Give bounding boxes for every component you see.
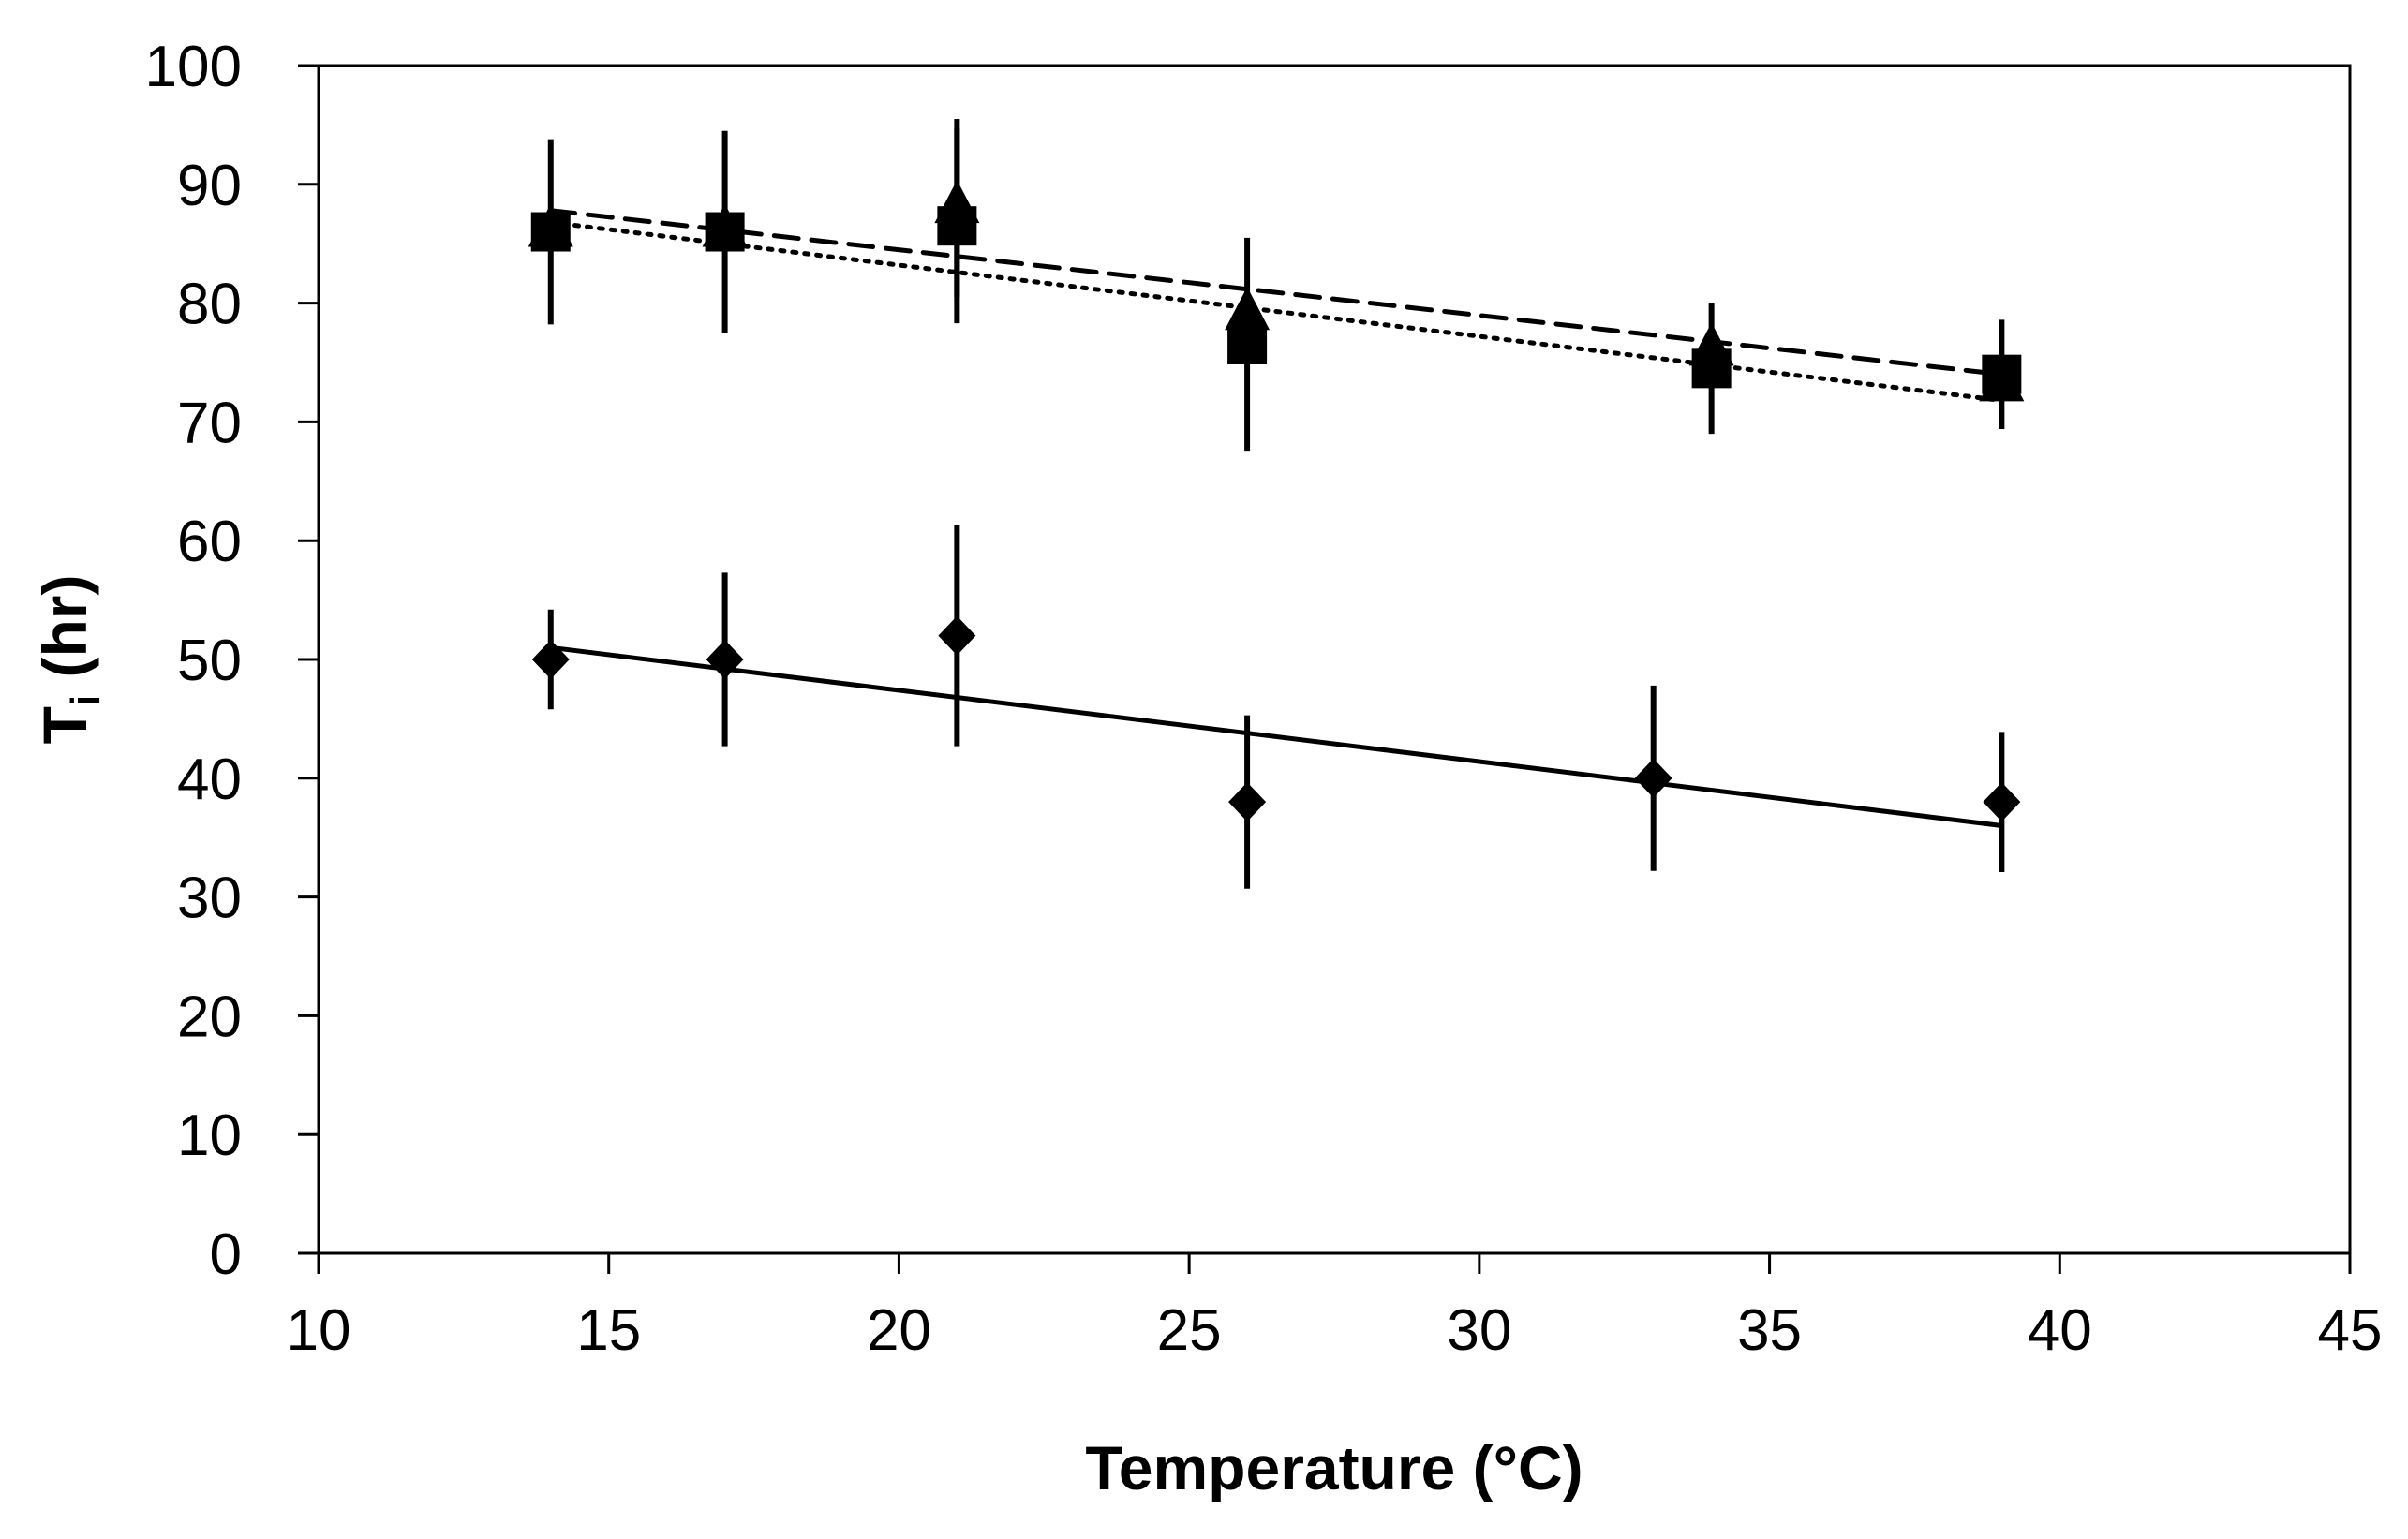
square-marker (937, 206, 977, 246)
y-tick-label: 90 (177, 154, 242, 218)
y-axis-title-main: T (30, 706, 99, 744)
trendlines (548, 208, 2004, 829)
x-tick-label: 40 (2028, 1298, 2092, 1363)
x-axis-title: Temperature (°C) (1085, 1433, 1583, 1502)
diamond-marker (1983, 782, 2021, 822)
y-tick-label: 70 (177, 391, 242, 455)
y-tick-label: 80 (177, 273, 242, 337)
y-tick-label: 30 (177, 866, 242, 931)
square-marker (530, 212, 571, 252)
x-tick-label: 10 (287, 1298, 351, 1363)
triangle-trendline (548, 208, 2004, 377)
square-marker (1691, 348, 1732, 389)
y-tick-label: 10 (177, 1103, 242, 1168)
x-axis: 10 15 20 25 30 35 40 45 (287, 1253, 2383, 1363)
y-axis-title-subscript: i (63, 695, 109, 706)
diamond-marker (938, 615, 976, 656)
data-markers (528, 180, 2025, 822)
y-tick-label: 20 (177, 984, 242, 1049)
y-tick-label: 0 (210, 1222, 242, 1287)
y-tick-label: 100 (145, 35, 242, 99)
square-marker (705, 212, 745, 252)
x-tick-label: 35 (1737, 1298, 1802, 1363)
y-tick-label: 40 (177, 747, 242, 812)
x-tick-label: 20 (867, 1298, 931, 1363)
diamond-marker (531, 640, 570, 679)
square-marker (1227, 324, 1268, 364)
y-axis: 0 10 20 30 40 50 60 70 80 90 100 (145, 35, 319, 1287)
y-axis-title: Ti (hr) (30, 575, 109, 745)
diamond-marker (1228, 782, 1267, 822)
x-tick-label: 45 (2318, 1298, 2383, 1363)
x-tick-label: 25 (1157, 1298, 1222, 1363)
diamond-trendline (548, 644, 2004, 829)
diamond-marker (1634, 758, 1672, 798)
square-marker (1982, 354, 2022, 394)
triangle-marker (1225, 287, 1271, 331)
y-tick-label: 60 (177, 510, 242, 574)
x-tick-label: 30 (1447, 1298, 1511, 1363)
diamond-marker (706, 640, 744, 679)
y-axis-title-rest: (hr) (30, 575, 99, 695)
x-tick-label: 15 (576, 1298, 641, 1363)
y-tick-label: 50 (177, 629, 242, 693)
square-trendline (548, 219, 2004, 404)
